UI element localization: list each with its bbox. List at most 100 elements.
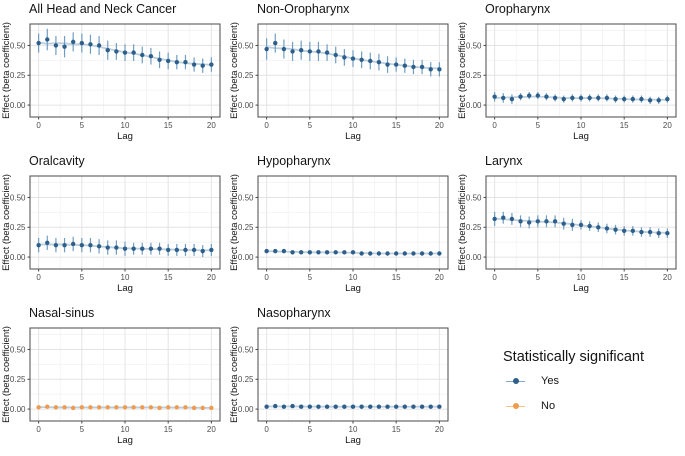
svg-text:0.25: 0.25 bbox=[238, 223, 254, 232]
panel-larynx: Larynx 0 5 10 15 20 0.00 0.25 0.50 Lag Effect (be… bbox=[456, 152, 685, 304]
svg-text:15: 15 bbox=[392, 425, 401, 434]
svg-text:0.50: 0.50 bbox=[10, 345, 26, 354]
svg-text:Lag: Lag bbox=[345, 131, 361, 142]
svg-text:15: 15 bbox=[620, 121, 629, 130]
svg-text:0.00: 0.00 bbox=[238, 101, 254, 110]
svg-text:5: 5 bbox=[536, 273, 541, 282]
svg-text:10: 10 bbox=[121, 273, 130, 282]
svg-text:0: 0 bbox=[36, 273, 41, 282]
panel-title: Larynx bbox=[485, 154, 523, 168]
svg-text:Effect (beta coefficient): Effect (beta coefficient) bbox=[1, 22, 12, 119]
no-point-line-icon bbox=[506, 401, 525, 412]
svg-text:15: 15 bbox=[164, 273, 173, 282]
panel-oropharynx: Oropharynx 0 5 10 15 20 0.00 0.25 0.50 Lag Effect… bbox=[456, 0, 685, 152]
svg-text:Lag: Lag bbox=[117, 283, 133, 294]
svg-text:10: 10 bbox=[349, 425, 358, 434]
svg-text:5: 5 bbox=[308, 273, 313, 282]
panel-nasopharynx: Nasopharynx 0 5 10 15 20 0.00 0.25 0.50 Lag Effec… bbox=[228, 304, 456, 455]
svg-text:15: 15 bbox=[392, 121, 401, 130]
svg-text:20: 20 bbox=[663, 273, 672, 282]
svg-text:0.50: 0.50 bbox=[466, 41, 482, 50]
svg-text:0.50: 0.50 bbox=[238, 41, 254, 50]
panel-title: Oralcavity bbox=[29, 154, 85, 168]
svg-text:0.25: 0.25 bbox=[466, 71, 482, 80]
svg-text:10: 10 bbox=[577, 273, 586, 282]
svg-text:0.50: 0.50 bbox=[238, 345, 254, 354]
svg-text:20: 20 bbox=[207, 121, 216, 130]
svg-text:0.00: 0.00 bbox=[466, 101, 482, 110]
svg-text:Lag: Lag bbox=[345, 283, 361, 294]
svg-text:0.50: 0.50 bbox=[466, 193, 482, 202]
svg-text:0.25: 0.25 bbox=[10, 223, 26, 232]
svg-text:0.25: 0.25 bbox=[238, 375, 254, 384]
svg-text:0: 0 bbox=[36, 121, 41, 130]
svg-text:Lag: Lag bbox=[345, 435, 361, 446]
panel-title: All Head and Neck Cancer bbox=[29, 2, 177, 16]
svg-text:Effect (beta coefficient): Effect (beta coefficient) bbox=[229, 22, 240, 119]
svg-text:5: 5 bbox=[308, 121, 313, 130]
panel-oralcavity: Oralcavity 0 5 10 15 20 0.00 0.25 0.50 Lag Effect… bbox=[0, 152, 228, 304]
svg-text:10: 10 bbox=[121, 121, 130, 130]
svg-text:0: 0 bbox=[36, 425, 41, 434]
svg-text:10: 10 bbox=[349, 121, 358, 130]
svg-text:0: 0 bbox=[492, 273, 497, 282]
panel-all-head-and-neck-cancer: All Head and Neck Cancer 0 5 10 15 20 0.00 0.2… bbox=[0, 0, 228, 152]
svg-text:0.50: 0.50 bbox=[238, 193, 254, 202]
legend: Statistically significant Yes No bbox=[456, 304, 685, 455]
svg-text:0.00: 0.00 bbox=[10, 253, 26, 262]
svg-text:0.00: 0.00 bbox=[10, 101, 26, 110]
legend-item-yes: Yes bbox=[506, 374, 559, 388]
svg-text:Lag: Lag bbox=[573, 283, 589, 294]
svg-text:0.00: 0.00 bbox=[238, 405, 254, 414]
svg-text:Effect (beta coefficient): Effect (beta coefficient) bbox=[1, 326, 12, 423]
svg-text:5: 5 bbox=[308, 425, 313, 434]
panel-non-oropharynx: Non-Oropharynx 0 5 10 15 20 0.00 0.25 0.50 Lag Ef… bbox=[228, 0, 456, 152]
svg-text:0.00: 0.00 bbox=[10, 405, 26, 414]
svg-text:15: 15 bbox=[164, 121, 173, 130]
panel-hypopharynx: Hypopharynx 0 5 10 15 20 0.00 0.25 0.50 Lag Effec… bbox=[228, 152, 456, 304]
svg-text:20: 20 bbox=[435, 121, 444, 130]
panel-title: Nasal-sinus bbox=[29, 306, 95, 320]
svg-text:Effect (beta coefficient): Effect (beta coefficient) bbox=[457, 174, 468, 271]
svg-text:20: 20 bbox=[663, 121, 672, 130]
panel-title: Nasopharynx bbox=[257, 306, 331, 320]
legend-title: Statistically significant bbox=[503, 349, 645, 365]
panel-title: Non-Oropharynx bbox=[257, 2, 350, 16]
svg-text:0.50: 0.50 bbox=[10, 41, 26, 50]
svg-text:0.50: 0.50 bbox=[10, 193, 26, 202]
panel-title: Hypopharynx bbox=[257, 154, 331, 168]
svg-text:0.00: 0.00 bbox=[238, 253, 254, 262]
svg-text:5: 5 bbox=[536, 121, 541, 130]
svg-text:Effect (beta coefficient): Effect (beta coefficient) bbox=[229, 326, 240, 423]
svg-text:15: 15 bbox=[620, 273, 629, 282]
legend-item-label: Yes bbox=[541, 375, 559, 387]
svg-text:Effect (beta coefficient): Effect (beta coefficient) bbox=[229, 174, 240, 271]
svg-text:5: 5 bbox=[80, 273, 85, 282]
svg-text:20: 20 bbox=[435, 425, 444, 434]
svg-text:20: 20 bbox=[435, 273, 444, 282]
svg-text:10: 10 bbox=[349, 273, 358, 282]
svg-text:0.25: 0.25 bbox=[466, 223, 482, 232]
svg-text:Lag: Lag bbox=[573, 131, 589, 142]
svg-text:10: 10 bbox=[577, 121, 586, 130]
svg-text:15: 15 bbox=[164, 425, 173, 434]
svg-text:Effect (beta coefficient): Effect (beta coefficient) bbox=[1, 174, 12, 271]
svg-text:Lag: Lag bbox=[117, 435, 133, 446]
svg-text:5: 5 bbox=[80, 121, 85, 130]
svg-text:0: 0 bbox=[264, 425, 269, 434]
yes-point-line-icon bbox=[506, 376, 525, 387]
panel-nasal-sinus: Nasal-sinus 0 5 10 15 20 0.00 0.25 0.50 Lag Effec… bbox=[0, 304, 228, 455]
svg-text:0: 0 bbox=[264, 273, 269, 282]
svg-text:0: 0 bbox=[264, 121, 269, 130]
legend-item-label: No bbox=[541, 400, 556, 412]
svg-text:0.25: 0.25 bbox=[238, 71, 254, 80]
svg-text:Lag: Lag bbox=[117, 131, 133, 142]
svg-text:Effect (beta coefficient): Effect (beta coefficient) bbox=[457, 22, 468, 119]
svg-text:5: 5 bbox=[80, 425, 85, 434]
svg-text:15: 15 bbox=[392, 273, 401, 282]
svg-text:20: 20 bbox=[207, 273, 216, 282]
svg-text:0.25: 0.25 bbox=[10, 375, 26, 384]
panel-title: Oropharynx bbox=[485, 2, 551, 16]
legend-item-no: No bbox=[506, 399, 555, 413]
